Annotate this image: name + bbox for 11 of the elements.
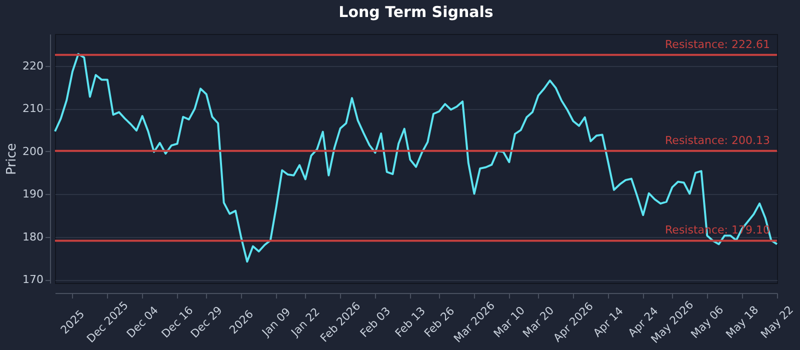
y-tick-label: 190 xyxy=(22,188,44,201)
y-tick-label: 220 xyxy=(22,60,44,73)
ref-line-label: Resistance: 222.61 xyxy=(665,38,770,51)
ref-line-label: Resistance: 200.13 xyxy=(665,134,770,147)
line-series xyxy=(54,53,778,263)
y-tick-label: 180 xyxy=(22,230,44,244)
y-tick-label: 210 xyxy=(22,102,44,116)
y-tick-label: 170 xyxy=(22,273,44,286)
chart-title: Long Term Signals xyxy=(338,3,494,21)
y-tick-label: 200 xyxy=(22,144,44,158)
y-axis-title: Price xyxy=(4,143,20,175)
